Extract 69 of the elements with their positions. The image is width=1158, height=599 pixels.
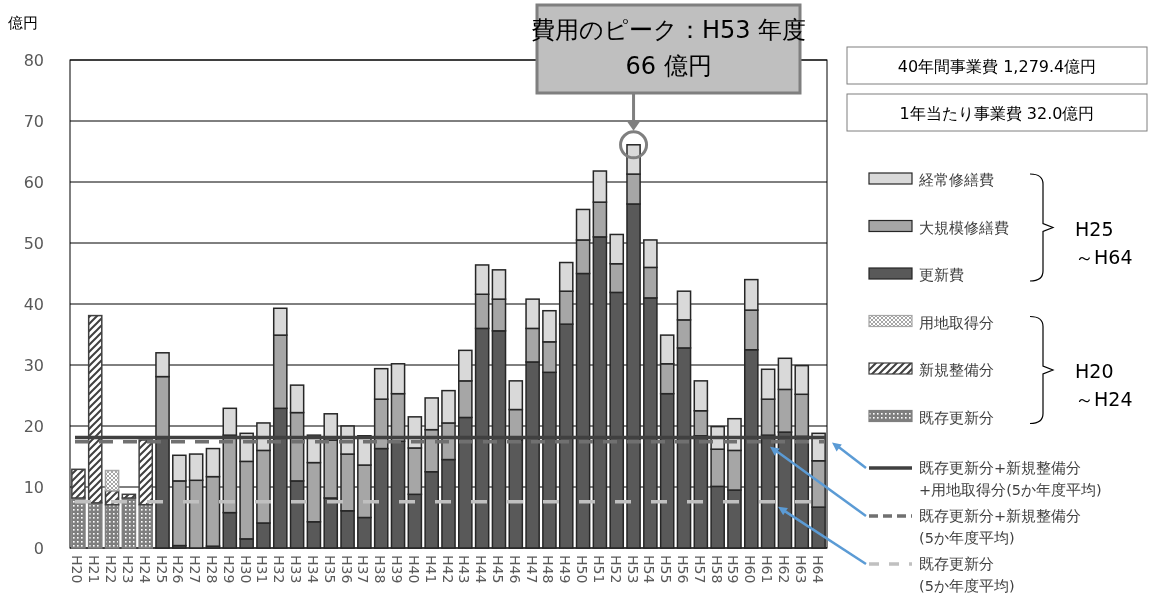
x-tick-label: H39 <box>389 555 406 584</box>
x-tick-label: H43 <box>456 555 473 584</box>
x-tick-label: H48 <box>540 555 557 584</box>
x-tick-label: H47 <box>523 555 540 584</box>
x-tick-label: H56 <box>675 555 692 584</box>
x-tick-label: H60 <box>742 555 759 584</box>
y-tick-label: 20 <box>23 417 44 436</box>
y-tick-label: 30 <box>23 356 44 375</box>
x-tick-label: H32 <box>271 555 288 584</box>
x-tick-label: H25 <box>153 555 170 584</box>
y-tick-label: 60 <box>23 173 44 192</box>
y-axis-title: 億円 <box>8 14 38 32</box>
x-tick-label: H30 <box>237 555 254 584</box>
y-tick-label: 80 <box>23 51 44 70</box>
x-tick-label: H45 <box>489 555 506 584</box>
text: 40年間事業費 1,279.4億円 <box>897 57 1097 76</box>
x-tick-label: H62 <box>775 555 792 584</box>
x-tick-label: H49 <box>557 555 574 584</box>
x-tick-label: H27 <box>187 555 204 584</box>
x-tick-label: H23 <box>119 555 136 584</box>
x-tick-label: H22 <box>103 555 120 584</box>
x-tick-label: H53 <box>624 555 641 584</box>
x-tick-label: H61 <box>759 555 776 584</box>
x-tick-label: H40 <box>405 555 422 584</box>
x-tick-label: H52 <box>607 555 624 584</box>
x-tick-label: H31 <box>254 555 271 584</box>
x-tick-label: H21 <box>86 555 103 584</box>
x-tick-label: H57 <box>691 555 708 584</box>
x-tick-label: H36 <box>338 555 355 584</box>
x-tick-label: H29 <box>220 555 237 584</box>
x-tick-label: H41 <box>422 555 439 584</box>
x-tick-label: H38 <box>372 555 389 584</box>
x-tick-label: H33 <box>288 555 305 584</box>
legend-label: 経常修繕費 <box>918 171 994 189</box>
x-tick-label: H55 <box>658 555 675 584</box>
y-tick-label: 0 <box>33 539 44 558</box>
x-tick-label: H28 <box>203 555 220 584</box>
text: 1年当たり事業費 32.0億円 <box>899 104 1095 123</box>
x-tick-label: H51 <box>590 555 607 584</box>
x-tick-label: H44 <box>473 555 490 584</box>
y-tick-label: 70 <box>23 112 44 131</box>
annotation: 費用のピーク：H53 年度 66 億円 <box>530 16 807 80</box>
y-tick-label: 50 <box>23 234 44 253</box>
legend-label: 新規整備分 <box>919 361 994 379</box>
x-tick-label: H46 <box>506 555 523 584</box>
x-tick-label: H24 <box>136 555 153 584</box>
legend-label: 大規模修繕費 <box>919 218 1009 237</box>
text: H20 ～H24 <box>1075 360 1133 410</box>
x-tick-label: H35 <box>321 555 338 584</box>
y-tick-label: 10 <box>23 478 44 497</box>
text: H25 ～H64 <box>1075 217 1133 268</box>
legend-label: 既存更新分+新規整備分 (5か年度平均) <box>919 508 1082 546</box>
x-tick-label: H64 <box>809 555 826 584</box>
x-tick-label: H37 <box>355 555 372 584</box>
x-tick-label: H34 <box>304 555 321 584</box>
legend-label: 既存更新分+新規整備分 +用地取得分(5か年度平均) <box>919 460 1102 498</box>
legend-label: 更新費 <box>919 266 964 284</box>
x-tick-label: H58 <box>708 555 725 584</box>
x-tick-label: H26 <box>170 555 187 584</box>
x-tick-label: H50 <box>574 555 591 584</box>
legend-label: 既存更新分 <box>919 408 994 427</box>
x-tick-label: H63 <box>792 555 809 584</box>
legend-label: 既存更新分 (5か年度平均) <box>919 556 1015 594</box>
y-tick-label: 40 <box>23 295 44 314</box>
x-tick-label: H20 <box>69 555 86 584</box>
x-tick-label: H59 <box>725 555 742 584</box>
x-tick-label: H42 <box>439 555 456 584</box>
legend-label: 用地取得分 <box>919 313 994 332</box>
x-tick-label: H54 <box>641 555 658 584</box>
